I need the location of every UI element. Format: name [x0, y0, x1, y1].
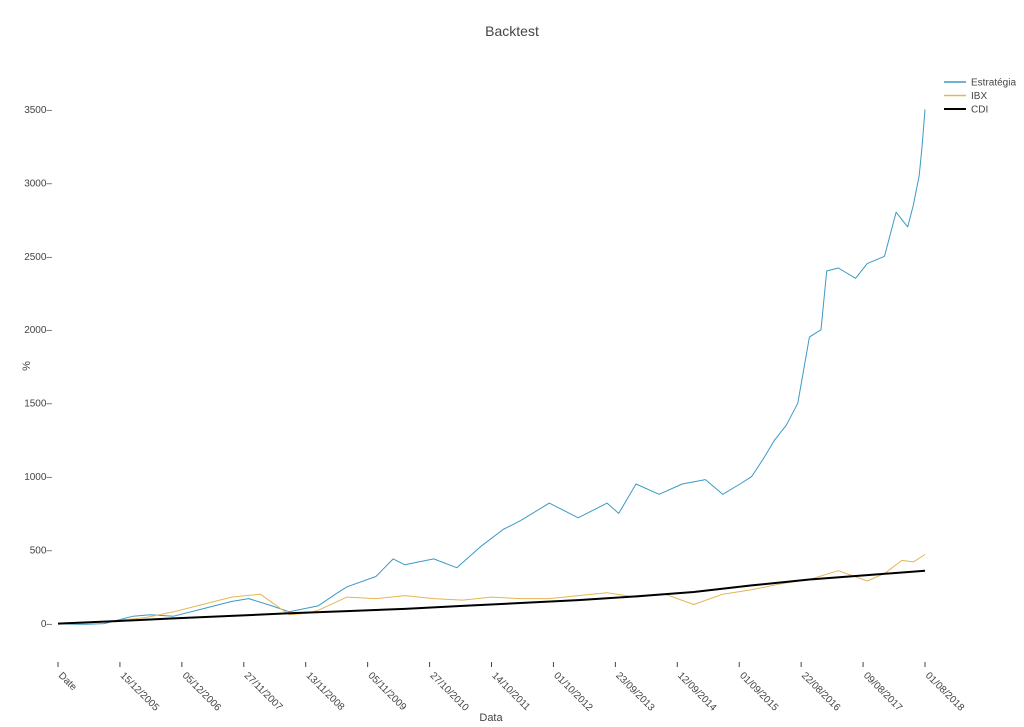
- y-tick-label: 3000–: [24, 178, 52, 189]
- x-tick-label: 14/10/2011: [489, 670, 532, 713]
- x-tick-label: 01/09/2015: [737, 670, 780, 713]
- y-tick-label: 1000–: [24, 472, 52, 483]
- series-line-1: [57, 554, 926, 625]
- x-tick-label: 01/10/2012: [551, 670, 594, 713]
- series-line-0: [57, 109, 926, 625]
- x-tick-label: 27/11/2007: [242, 670, 285, 713]
- x-tick-label: 23/09/2013: [613, 670, 656, 713]
- x-tick-label: 01/08/2018: [923, 670, 966, 713]
- y-tick-label: 0–: [41, 619, 53, 630]
- x-tick-label: 22/08/2016: [799, 670, 842, 713]
- y-tick-label: 3500–: [24, 105, 52, 116]
- legend-label: IBX: [971, 91, 987, 102]
- legend-label: Estratégia: [971, 78, 1016, 89]
- y-tick-label: 2000–: [24, 325, 52, 336]
- y-tick-label: 2500–: [24, 252, 52, 263]
- chart-title: Backtest: [485, 23, 539, 39]
- x-tick-label: 05/11/2009: [366, 670, 409, 713]
- y-axis-title: %: [21, 361, 33, 371]
- plot-area: [57, 109, 926, 625]
- x-axis-title: Data: [479, 712, 503, 724]
- x-tick-label: 05/12/2006: [180, 670, 223, 713]
- series-line-2: [57, 569, 926, 625]
- y-tick-label: 1500–: [24, 399, 52, 410]
- x-tick-label: 13/11/2008: [304, 670, 347, 713]
- x-axis: Date 15/12/2005 05/12/2006 27/11/2007 13/11/…: [56, 662, 966, 714]
- legend-label: CDI: [971, 105, 988, 116]
- x-tick-label: 15/12/2005: [118, 670, 161, 713]
- y-axis: 0– 500– 1000– 1500– 2000– 2500– 3000– 3500–: [24, 105, 52, 630]
- legend: Estratégia IBX CDI: [944, 78, 1016, 116]
- x-tick-label: Date: [56, 670, 79, 693]
- x-tick-label: 12/09/2014: [675, 670, 718, 713]
- x-tick-label: 09/08/2017: [861, 670, 904, 713]
- x-tick-label: 27/10/2010: [427, 670, 470, 713]
- y-tick-label: 500–: [30, 546, 53, 557]
